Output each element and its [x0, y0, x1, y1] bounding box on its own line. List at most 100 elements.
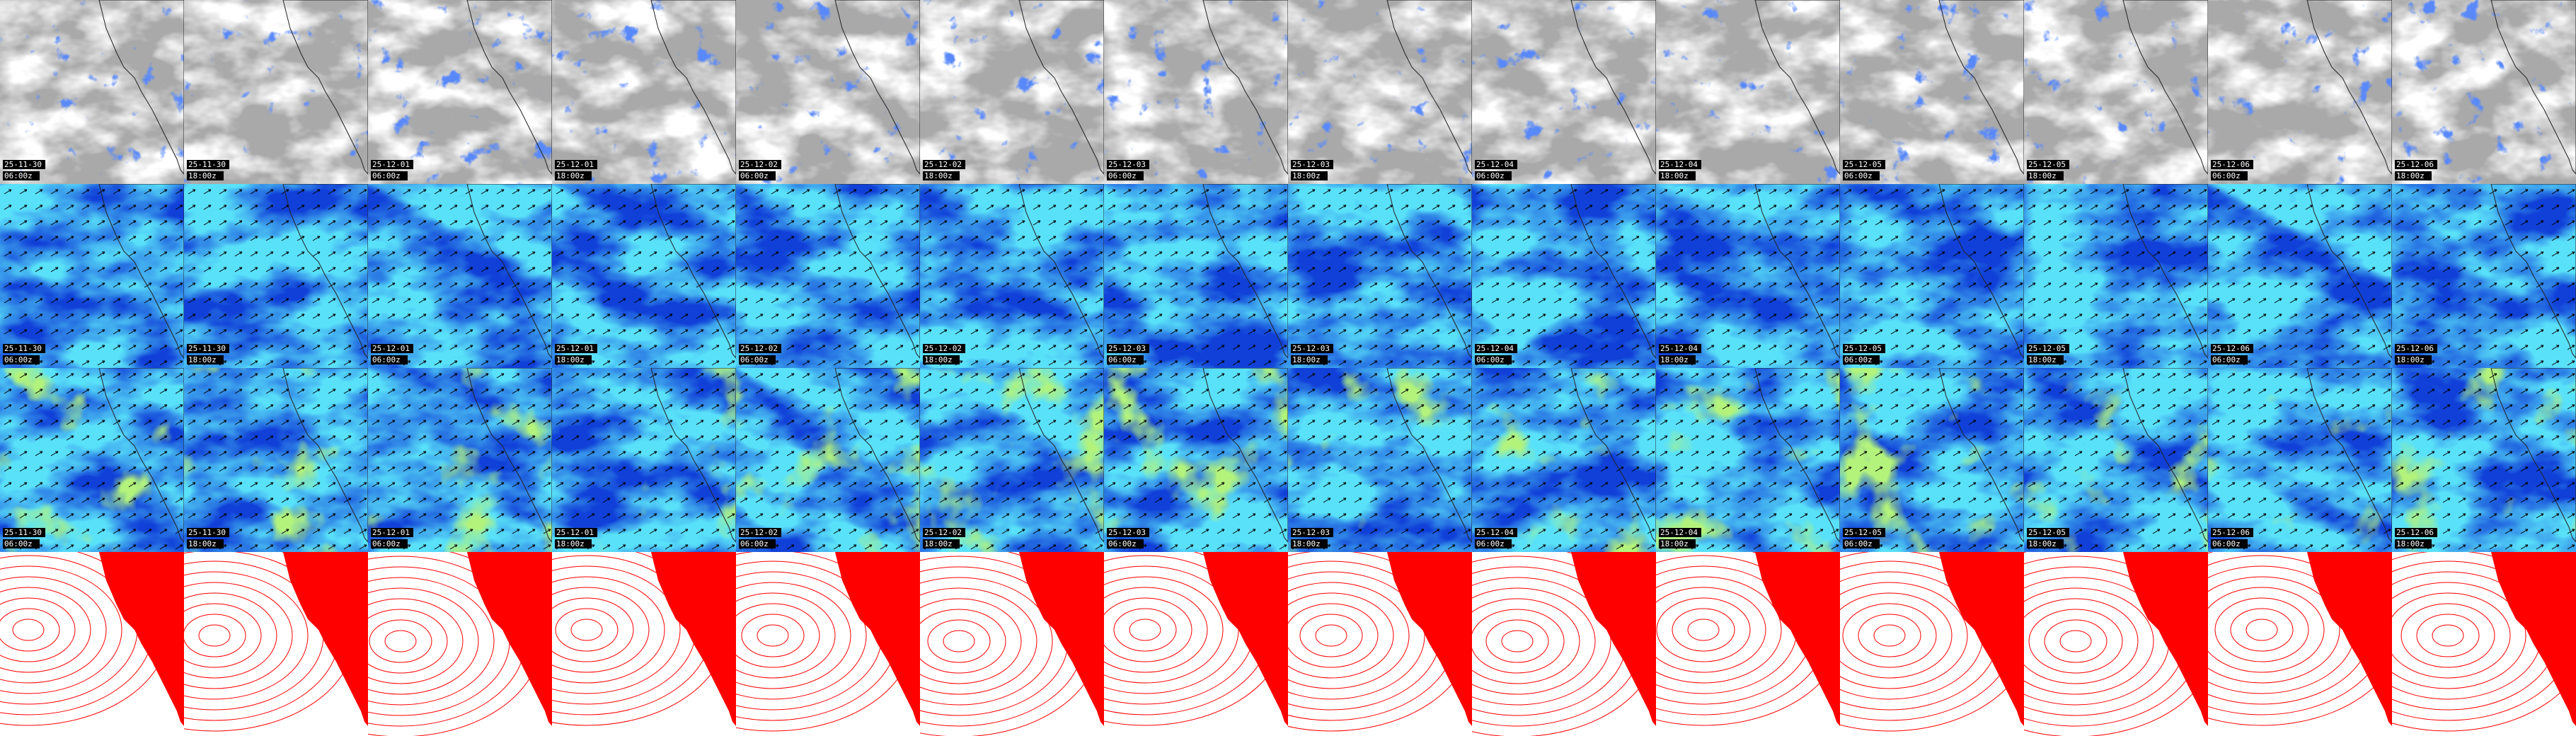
wind-arrows [1840, 368, 2024, 552]
isobar [2246, 619, 2278, 641]
date-box [3, 528, 45, 537]
coastline [1018, 368, 1104, 543]
isobar [1104, 587, 1208, 673]
map-panel: 25-12-01 06:00z [368, 368, 552, 552]
time-box [2027, 171, 2064, 180]
date-box [2027, 344, 2069, 353]
isobar [1104, 576, 1224, 684]
time-label: 18:00z [2396, 171, 2425, 180]
map-panel: 25-11-30 06:00z [0, 0, 184, 184]
coastline [834, 0, 920, 175]
time-box [1843, 171, 1880, 180]
wind-arrows [2208, 184, 2392, 368]
time-box [3, 355, 40, 364]
time-label: 06:00z [372, 171, 401, 180]
time-box [1659, 539, 1696, 548]
time-box [1475, 539, 1512, 548]
coastline [1938, 368, 2024, 543]
isobar [1288, 603, 1379, 668]
map-panel: 25-12-06 06:00z [2208, 184, 2392, 368]
date-box [3, 344, 45, 353]
time-box [3, 539, 40, 548]
precip-layer [368, 0, 552, 184]
date-box [2027, 528, 2069, 537]
date-label: 25-11-30 [4, 528, 42, 537]
time-label: 18:00z [2028, 355, 2057, 364]
date-label: 25-12-06 [2396, 160, 2434, 169]
isobar [570, 619, 603, 641]
date-box [1291, 160, 1333, 169]
time-label: 18:00z [556, 355, 585, 364]
isobar [368, 598, 464, 684]
time-box [555, 539, 592, 548]
date-label: 25-12-04 [1476, 344, 1514, 353]
wind-arrows [1840, 184, 2024, 368]
coastline [282, 368, 368, 543]
map-panel: 25-12-03 18:00z [1288, 0, 1472, 184]
date-label: 25-11-30 [188, 528, 226, 537]
map-panel: 25-12-02 18:00z [920, 184, 1104, 368]
map-panel [736, 552, 920, 736]
map-panel [2024, 552, 2208, 736]
map-panel: 25-11-30 18:00z [184, 368, 368, 552]
coastline [2490, 368, 2576, 543]
date-box [739, 344, 781, 353]
land [99, 552, 184, 726]
wind-arrows [0, 184, 184, 368]
land [1939, 552, 2024, 726]
wind-arrows [1472, 184, 1656, 368]
time-label: 18:00z [556, 539, 585, 548]
isobar [2028, 609, 2123, 674]
isobar [943, 630, 975, 652]
map-panel: 25-12-06 06:00z [2208, 0, 2392, 184]
time-label: 06:00z [2212, 539, 2241, 548]
isobar [2230, 608, 2294, 652]
wind-arrows [1104, 184, 1288, 368]
coastline [650, 184, 736, 359]
precip-layer [1840, 0, 2024, 184]
map-panel: 25-12-01 06:00z [368, 184, 552, 368]
date-box [371, 344, 413, 353]
date-box [1659, 528, 1701, 537]
time-label: 06:00z [4, 171, 33, 180]
land [651, 552, 736, 726]
date-label: 25-12-01 [556, 528, 594, 537]
map-panel: 25-12-03 06:00z [1104, 184, 1288, 368]
isobar [2059, 630, 2092, 652]
coastline [834, 368, 920, 543]
date-box [1659, 160, 1701, 169]
isobar [384, 630, 417, 652]
isobar [0, 587, 91, 673]
date-label: 25-12-06 [2212, 528, 2250, 537]
date-label: 25-12-03 [1108, 160, 1146, 169]
wind-arrows [1656, 184, 1840, 368]
map-panel: 25-12-05 06:00z [1840, 368, 2024, 552]
date-box [187, 344, 229, 353]
isobar [920, 609, 1006, 674]
time-label: 18:00z [1292, 355, 1321, 364]
land [2491, 552, 2576, 726]
date-box [739, 160, 781, 169]
isobar [1840, 552, 2024, 732]
date-box [1843, 528, 1885, 537]
isobar [1485, 619, 1549, 663]
map-panel [1472, 552, 1656, 736]
time-box [923, 539, 960, 548]
time-label: 06:00z [1844, 355, 1873, 364]
date-box [1475, 528, 1517, 537]
isobar [736, 592, 836, 679]
coastline [2306, 184, 2392, 359]
isobar [1472, 587, 1596, 695]
isobar [920, 587, 1037, 695]
time-box [1107, 171, 1144, 180]
time-box [2027, 539, 2064, 548]
coastline [1386, 368, 1472, 543]
land [1571, 552, 1656, 726]
time-label: 18:00z [2028, 171, 2057, 180]
map-panel: 25-12-06 18:00z [2392, 184, 2576, 368]
precip-layer [184, 0, 368, 184]
map-panel: 25-12-04 06:00z [1472, 184, 1656, 368]
isobar [184, 614, 246, 657]
map-panel: 25-12-01 18:00z [552, 184, 736, 368]
date-box [1291, 528, 1333, 537]
